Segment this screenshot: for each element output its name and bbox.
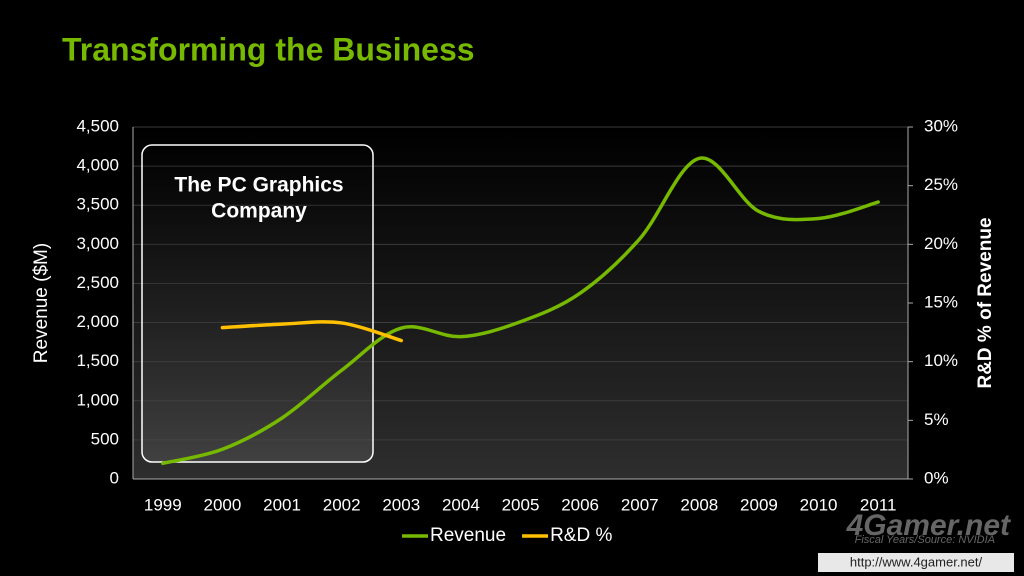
y2-tick-label: 15%	[924, 292, 958, 311]
y-axis-label: Revenue ($M)	[31, 243, 52, 363]
y-tick-label: 0	[110, 468, 119, 487]
y-tick-label: 4,000	[76, 156, 119, 175]
x-tick-label: 2010	[800, 495, 838, 514]
y-tick-label: 1,500	[76, 351, 119, 370]
annotation: Company	[211, 200, 307, 223]
x-tick-label: 2007	[621, 495, 659, 514]
annotation-box	[141, 144, 374, 463]
y-tick-label: 4,500	[76, 116, 119, 135]
x-tick-label: 2009	[740, 495, 778, 514]
x-tick-label: 2001	[263, 495, 301, 514]
chart-title: Transforming the Business	[62, 31, 475, 67]
x-tick-label: 2002	[323, 495, 361, 514]
series-line	[161, 156, 880, 466]
y-tick-label: 3,000	[76, 234, 119, 253]
series-line	[220, 320, 404, 343]
legend-label: Revenue	[430, 525, 506, 546]
footnote: Fiscal Years/Source: NVIDIA	[855, 534, 995, 546]
x-tick-label: 1999	[144, 495, 182, 514]
y2-tick-label: 20%	[924, 234, 958, 253]
y-tick-label: 3,500	[76, 195, 119, 214]
y-tick-label: 2,500	[76, 273, 119, 292]
watermark-url: http://www.4gamer.net/	[850, 554, 983, 569]
x-tick-label: 2006	[561, 495, 599, 514]
x-tick-label: 2005	[502, 495, 540, 514]
y-tick-label: 500	[91, 429, 119, 448]
watermark-url-box	[818, 553, 1014, 572]
x-tick-label: 2004	[442, 495, 480, 514]
y2-tick-label: 25%	[924, 175, 958, 194]
y2-tick-label: 5%	[924, 410, 949, 429]
y-tick-label: 1,000	[76, 390, 119, 409]
y2-tick-label: 0%	[924, 468, 949, 487]
y-tick-label: 2,000	[76, 312, 119, 331]
y2-tick-label: 30%	[924, 116, 958, 135]
watermark: 4Gamer.net	[846, 509, 1012, 542]
x-tick-label: 2003	[382, 495, 420, 514]
annotation: The PC Graphics	[174, 174, 343, 197]
x-tick-label: 2011	[860, 495, 897, 514]
y2-tick-label: 10%	[924, 351, 958, 370]
y2-axis-label: R&D % of Revenue	[975, 217, 996, 388]
x-tick-label: 2008	[680, 495, 718, 514]
legend-label: R&D %	[550, 525, 612, 546]
x-tick-label: 2000	[204, 495, 242, 514]
